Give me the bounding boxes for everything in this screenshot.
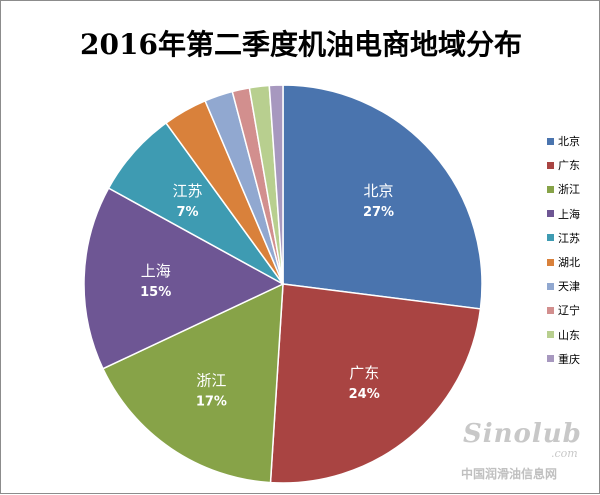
slice-label-2: 浙江 17% <box>196 371 227 409</box>
legend-label: 广东 <box>558 159 580 173</box>
pie-slice-1 <box>269 283 482 484</box>
legend-swatch <box>547 282 554 290</box>
pie-slice-3 <box>83 187 285 370</box>
legend-label: 湖北 <box>558 256 580 270</box>
slice-label-value-0: 27% <box>363 205 394 220</box>
legend-label: 江苏 <box>558 231 580 245</box>
legend-item-7: 辽宁 <box>547 298 600 322</box>
slice-label-0: 北京 27% <box>363 182 394 220</box>
legend: 北京广东浙江上海江苏湖北天津辽宁山东重庆 <box>547 129 600 371</box>
slice-label-3: 上海 15% <box>140 262 171 300</box>
watermark: Sinolub .com 中国润滑油信息网 <box>459 419 597 489</box>
legend-swatch <box>547 306 554 314</box>
slice-label-name-1: 广东 <box>349 364 379 382</box>
slice-label-value-1: 24% <box>349 387 380 402</box>
legend-swatch <box>547 161 554 169</box>
slice-label-value-4: 7% <box>176 205 198 220</box>
legend-label: 浙江 <box>558 183 580 197</box>
pie-slice-0 <box>282 84 483 310</box>
slice-label-4: 江苏 7% <box>172 182 202 220</box>
legend-label: 重庆 <box>558 352 580 366</box>
legend-item-5: 湖北 <box>547 250 600 274</box>
legend-label: 天津 <box>558 280 580 294</box>
watermark-text: 中国润滑油信息网 <box>461 467 558 481</box>
slice-label-name-2: 浙江 <box>196 371 226 389</box>
legend-item-2: 浙江 <box>547 177 600 201</box>
legend-swatch <box>547 258 554 266</box>
legend-item-0: 北京 <box>547 129 600 153</box>
legend-item-8: 山东 <box>547 323 600 347</box>
slice-label-name-0: 北京 <box>363 182 393 200</box>
legend-label: 上海 <box>558 207 580 221</box>
chart-title: 2016年第二季度机油电商地域分布 <box>80 28 522 61</box>
legend-item-4: 江苏 <box>547 226 600 250</box>
legend-label: 山东 <box>558 328 580 342</box>
pie-slice-2 <box>101 282 284 484</box>
slice-label-name-3: 上海 <box>141 262 171 280</box>
watermark-domain: .com <box>551 447 578 460</box>
legend-label: 辽宁 <box>558 304 580 318</box>
legend-label: 北京 <box>558 135 580 149</box>
pie-slice-9 <box>268 84 284 285</box>
legend-swatch <box>547 137 554 145</box>
slice-label-name-4: 江苏 <box>172 182 202 200</box>
legend-item-1: 广东 <box>547 153 600 177</box>
legend-item-6: 天津 <box>547 274 600 298</box>
legend-swatch <box>547 185 554 193</box>
watermark-logo: Sinolub <box>463 419 582 449</box>
slice-label-value-2: 17% <box>196 394 227 409</box>
legend-item-9: 重庆 <box>547 347 600 371</box>
slice-label-1: 广东 24% <box>349 364 380 402</box>
slice-label-value-3: 15% <box>140 285 171 300</box>
legend-item-3: 上海 <box>547 202 600 226</box>
legend-swatch <box>547 331 554 339</box>
legend-swatch <box>547 355 554 363</box>
legend-swatch <box>547 210 554 218</box>
legend-swatch <box>547 234 554 242</box>
